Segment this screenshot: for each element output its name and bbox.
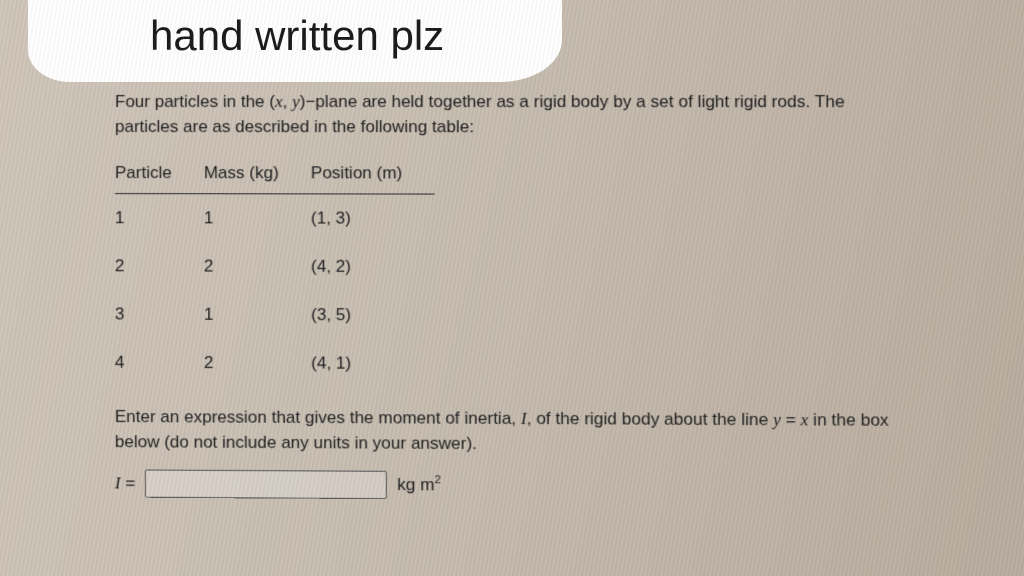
cell-position: (3, 5) [311, 291, 435, 340]
cell-particle: 2 [115, 242, 204, 290]
answer-row: I = kg m2 [115, 469, 978, 502]
table-row: 2 2 (4, 2) [115, 242, 435, 291]
cell-particle: 1 [115, 194, 204, 243]
cell-particle: 4 [115, 339, 204, 388]
col-position: Position (m) [311, 158, 435, 195]
col-particle: Particle [115, 157, 204, 194]
question-text: Enter an expression that gives the momen… [115, 405, 977, 459]
cell-mass: 1 [204, 291, 311, 340]
table-header-row: Particle Mass (kg) Position (m) [115, 157, 435, 194]
comma: , [283, 92, 293, 111]
unit-exp: 2 [435, 474, 441, 486]
prompt-text: Four particles in the (x, y)−plane are h… [115, 90, 975, 140]
table-row: 4 2 (4, 1) [115, 339, 435, 389]
q-eq-rhs: x [801, 410, 809, 429]
answer-label: I = [115, 473, 135, 493]
q-eq-mid: = [781, 410, 801, 429]
cell-mass: 2 [204, 243, 311, 292]
prompt-part-2: particles are as described in the follow… [115, 117, 474, 136]
table-row: 1 1 (1, 3) [115, 194, 435, 243]
particle-table: Particle Mass (kg) Position (m) 1 1 (1, … [115, 157, 435, 388]
question-content: Four particles in the ( x, y )−plane are h… [115, 90, 978, 502]
handwritten-title: hand written plz [150, 12, 444, 60]
handwritten-cutout: hand written plz [30, 0, 560, 80]
q-line2: below (do not include any units in your … [115, 432, 477, 453]
answer-input[interactable] [145, 469, 387, 499]
prompt-part-1a: Four particles in the ( [115, 92, 275, 111]
answer-eq: = [121, 473, 136, 492]
q-part-b: , of the rigid body about the line [527, 409, 774, 429]
col-mass: Mass (kg) [204, 157, 311, 194]
q-part-a: Enter an expression that gives the momen… [115, 407, 521, 428]
answer-unit: kg m2 [397, 474, 441, 495]
q-eq-lhs: y [773, 410, 781, 429]
cell-position: (4, 1) [311, 340, 435, 389]
cell-mass: 2 [204, 339, 311, 388]
cell-mass: 1 [204, 194, 311, 243]
cell-position: (1, 3) [311, 194, 435, 243]
prompt-part-1b: )−plane are held together as a rigid bod… [300, 92, 845, 111]
unit-prefix: kg m [397, 475, 434, 494]
q-part-c: in the box [808, 410, 888, 430]
cell-particle: 3 [115, 291, 204, 340]
cell-position: (4, 2) [311, 243, 435, 292]
table-row: 3 1 (3, 5) [115, 291, 435, 340]
